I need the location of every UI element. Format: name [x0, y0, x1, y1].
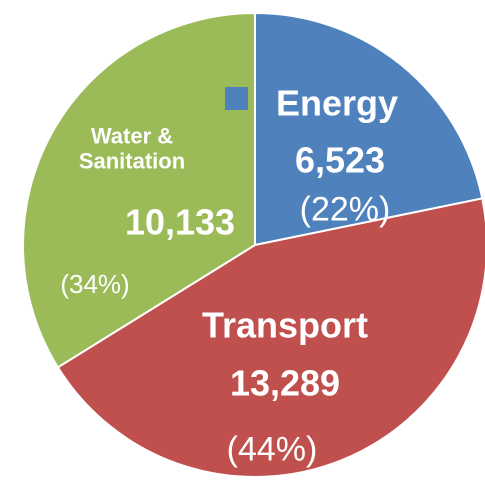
legend-swatch — [225, 87, 248, 110]
pie-slice — [22, 11, 256, 369]
percent-label: (22%) — [299, 190, 391, 229]
category-label: Transport — [201, 304, 369, 346]
value-label: 13,289 — [229, 362, 341, 404]
category-label: Energy — [275, 82, 399, 124]
value-label: 6,523 — [294, 139, 386, 181]
percent-label: (34%) — [60, 269, 130, 300]
pie-slice — [254, 11, 484, 247]
value-label: 10,133 — [124, 201, 236, 243]
pie-slice — [56, 197, 485, 478]
percent-label: (44%) — [226, 430, 318, 469]
category-label: Water & Sanitation — [78, 123, 186, 174]
